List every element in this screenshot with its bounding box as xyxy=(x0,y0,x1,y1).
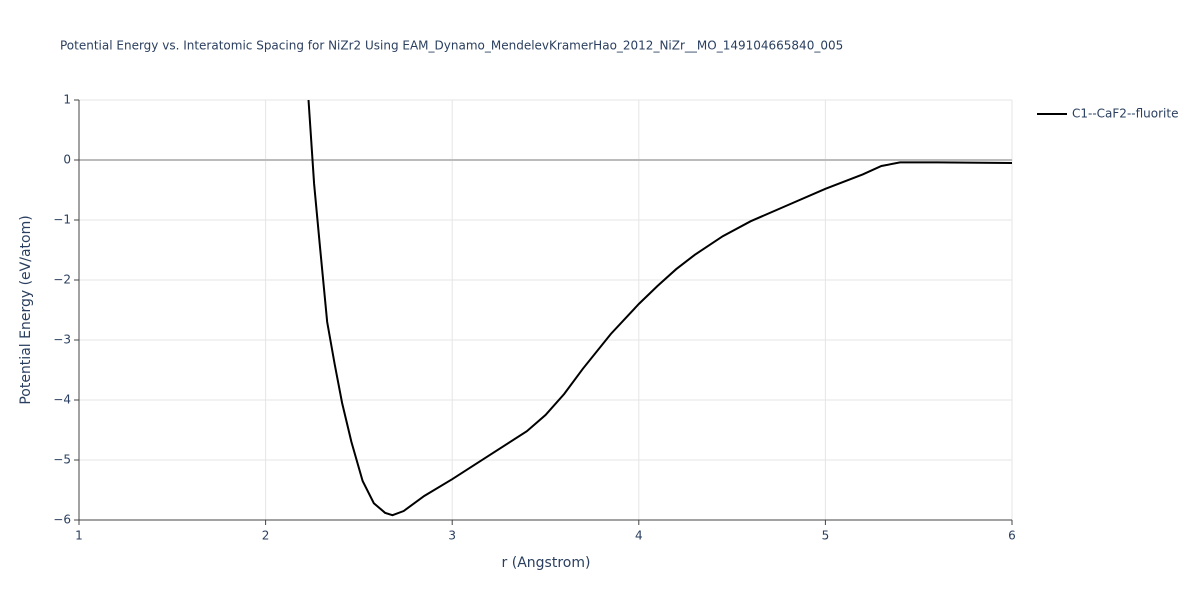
y-tick-label: −4 xyxy=(53,393,71,407)
y-tick-label: −6 xyxy=(53,513,71,527)
data-line xyxy=(307,100,1012,517)
x-axis-title: r (Angstrom) xyxy=(502,555,591,571)
x-tick-label: 4 xyxy=(635,529,643,543)
y-tick-label: −1 xyxy=(53,213,71,227)
x-tick-label: 3 xyxy=(448,529,456,543)
x-tick-label: 2 xyxy=(262,529,270,543)
y-tick-label: 0 xyxy=(63,153,71,167)
x-tick-label: 1 xyxy=(75,529,83,543)
chart-title: Potential Energy vs. Interatomic Spacing… xyxy=(60,39,843,53)
y-tick-label: 1 xyxy=(63,93,71,107)
y-axis-title: Potential Energy (eV/atom) xyxy=(18,215,34,404)
x-tick-label: 5 xyxy=(822,529,830,543)
y-tick-label: −2 xyxy=(53,273,71,287)
x-tick-label: 6 xyxy=(1008,529,1016,543)
y-tick-label: −3 xyxy=(53,333,71,347)
y-tick-label: −5 xyxy=(53,453,71,467)
legend-label: C1--CaF2--fluorite xyxy=(1072,107,1178,121)
